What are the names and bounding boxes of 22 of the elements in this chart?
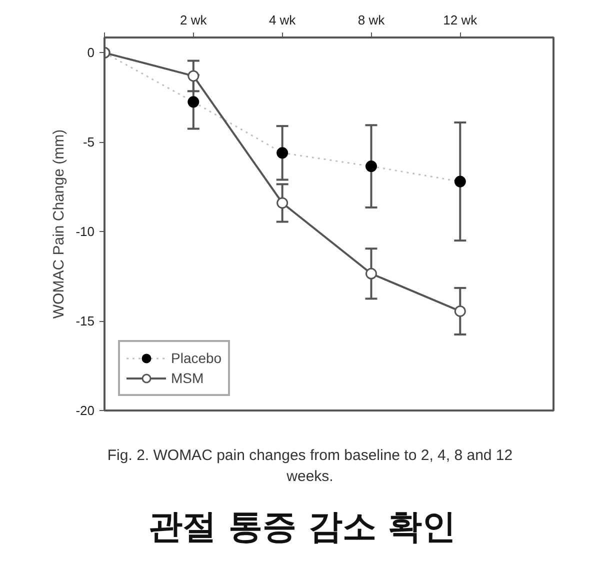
point [188, 70, 200, 82]
x-tick-label: 4 wk [268, 12, 296, 28]
x-tick-label: 2 wk [180, 12, 208, 28]
x-tick-label: 8 wk [358, 12, 386, 28]
caption: Fig. 2. WOMAC pain changes from baseline to 2, 4, 8 and 12 weeks. [106, 446, 514, 488]
text: 관절 통증 감소 확인 [148, 506, 456, 549]
point [188, 96, 200, 108]
legend-label: Placebo [171, 350, 222, 366]
y-tick-label: -20 [76, 403, 95, 418]
point [365, 268, 377, 280]
y-tick-label: -5 [82, 134, 95, 150]
point [454, 176, 466, 188]
point [276, 197, 288, 209]
y-tick-label: -10 [76, 224, 95, 240]
y-axis-title: WOMAC Pain Change (mm) [50, 129, 68, 319]
y-tick-label: 0 [87, 45, 95, 60]
point [454, 305, 466, 317]
point [365, 160, 377, 172]
point [276, 147, 288, 159]
legend-label: MSM [171, 370, 204, 386]
y-tick-label: -15 [76, 314, 95, 329]
x-tick-label: 12 wk [443, 12, 478, 28]
